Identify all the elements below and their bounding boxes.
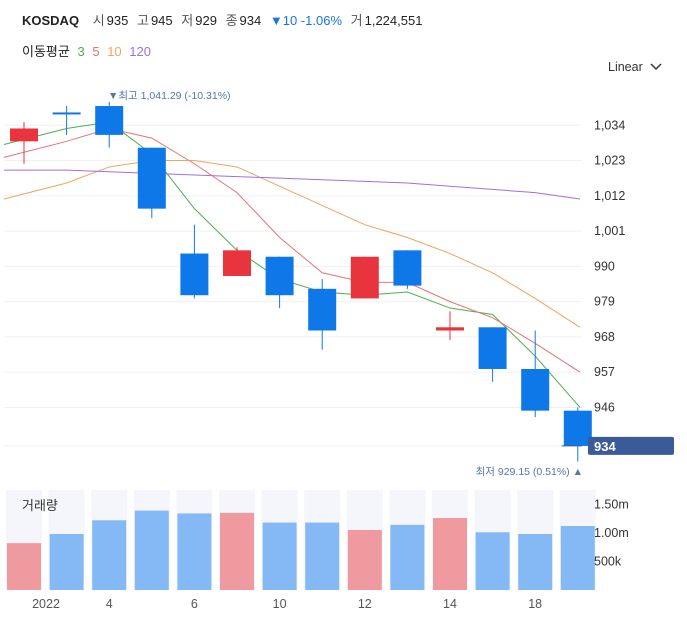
candle-body xyxy=(436,327,464,331)
ma-legend-5[interactable]: 5 xyxy=(92,44,100,59)
high-value: 945 xyxy=(150,13,173,28)
x-tick-label: 10 xyxy=(273,597,287,611)
price-tick-label: 979 xyxy=(594,295,615,309)
x-tick-label: 4 xyxy=(106,597,113,611)
volume-bar xyxy=(262,522,297,590)
volume-bar xyxy=(134,510,169,590)
ma-legend-10[interactable]: 10 xyxy=(107,44,122,59)
current-price-label: 934 xyxy=(594,439,616,454)
candle-body xyxy=(10,128,38,142)
x-tick-label: 12 xyxy=(358,597,372,611)
scale-mode-dropdown[interactable]: Linear xyxy=(608,60,662,74)
x-tick-label: 6 xyxy=(191,597,198,611)
candle-body xyxy=(478,327,507,369)
change-value: ▼10 -1.06% xyxy=(269,13,343,28)
volume-bar xyxy=(177,513,212,590)
price-tick-label: 957 xyxy=(594,365,615,379)
volume-bar xyxy=(92,520,127,590)
price-tick-label: 1,023 xyxy=(594,154,625,168)
ma-legend-3[interactable]: 3 xyxy=(77,44,85,59)
ma-line-10 xyxy=(3,160,581,328)
volume-bar xyxy=(220,512,254,590)
low-value: 929 xyxy=(195,13,217,28)
candle-body xyxy=(95,106,124,135)
candle-body xyxy=(52,112,81,115)
candle-body xyxy=(223,250,251,276)
x-tick-label: 18 xyxy=(528,597,542,611)
high-label: 고 xyxy=(136,13,149,28)
volume-tick-label: 1.50m xyxy=(594,497,629,511)
volume-bar xyxy=(518,534,553,590)
volume-panel-label: 거래량 xyxy=(22,498,58,513)
volume-bar xyxy=(390,524,425,590)
candle-body xyxy=(308,288,337,331)
volume-bar xyxy=(7,543,41,590)
low-label: 저 xyxy=(181,13,194,28)
open-label: 시 xyxy=(92,13,105,28)
x-tick-label: 2022 xyxy=(32,597,60,611)
price-tick-label: 946 xyxy=(594,400,615,414)
volume-tick-label: 500k xyxy=(594,554,622,568)
candle-body xyxy=(137,147,166,209)
volume-bar xyxy=(560,526,595,590)
ma-legend-label: 이동평균 xyxy=(22,44,70,59)
volume-bar xyxy=(475,532,510,590)
x-tick-label: 14 xyxy=(443,597,457,611)
high-annotation: ▼최고 1,041.29 (-10.31%) xyxy=(108,90,231,102)
volume-bar xyxy=(49,534,84,590)
price-tick-label: 1,034 xyxy=(594,118,625,132)
current-price-tag xyxy=(588,436,674,455)
volume-value: 1,224,551 xyxy=(364,13,423,28)
price-tick-label: 968 xyxy=(594,330,615,344)
candle-body xyxy=(350,256,379,299)
price-tick-label: 1,012 xyxy=(594,189,625,203)
close-value: 934 xyxy=(239,13,262,28)
volume-label: 거 xyxy=(350,13,363,28)
candle-body xyxy=(393,250,422,286)
moving-average-legend[interactable]: 이동평균 3 5 10 120 xyxy=(22,41,155,60)
index-name: KOSDAQ xyxy=(22,13,80,28)
volume-tick-label: 1.00m xyxy=(594,526,629,540)
ma-line-120 xyxy=(4,169,581,200)
chevron-down-icon xyxy=(650,63,662,71)
ma-legend-120[interactable]: 120 xyxy=(129,44,151,59)
volume-bar xyxy=(347,530,382,590)
open-value: 935 xyxy=(106,13,129,28)
close-label: 종 xyxy=(225,13,238,28)
candle-body xyxy=(265,256,294,296)
price-tick-label: 990 xyxy=(594,259,615,273)
candle-body xyxy=(521,368,550,411)
candle-body xyxy=(563,410,592,446)
price-tick-label: 1,001 xyxy=(594,224,625,238)
volume-bar xyxy=(433,518,467,590)
candle-body xyxy=(180,253,209,296)
volume-bar xyxy=(305,522,340,590)
scale-mode-label: Linear xyxy=(608,60,643,74)
low-annotation: 최저 929.15 (0.51%) ▲ xyxy=(476,466,583,478)
